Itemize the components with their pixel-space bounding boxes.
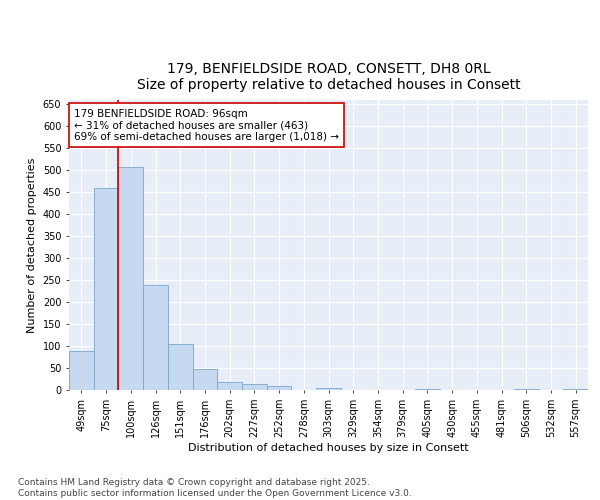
Bar	[514, 389, 539, 390]
Bar	[168, 344, 193, 390]
Bar	[69, 351, 94, 390]
Bar	[415, 388, 440, 390]
X-axis label: Distribution of detached houses by size in Consett: Distribution of detached houses by size …	[188, 442, 469, 452]
Bar	[118, 167, 143, 390]
Text: 179 BENFIELDSIDE ROAD: 96sqm
← 31% of detached houses are smaller (463)
69% of s: 179 BENFIELDSIDE ROAD: 96sqm ← 31% of de…	[74, 108, 339, 142]
Bar	[242, 384, 267, 390]
Bar	[267, 386, 292, 390]
Y-axis label: Number of detached properties: Number of detached properties	[27, 158, 37, 332]
Text: Contains HM Land Registry data © Crown copyright and database right 2025.
Contai: Contains HM Land Registry data © Crown c…	[18, 478, 412, 498]
Bar	[143, 285, 168, 390]
Bar	[217, 382, 242, 390]
Title: 179, BENFIELDSIDE ROAD, CONSETT, DH8 0RL
Size of property relative to detached h: 179, BENFIELDSIDE ROAD, CONSETT, DH8 0RL…	[137, 62, 520, 92]
Bar	[316, 388, 341, 390]
Bar	[94, 188, 118, 390]
Bar	[563, 388, 588, 390]
Bar	[193, 369, 217, 390]
